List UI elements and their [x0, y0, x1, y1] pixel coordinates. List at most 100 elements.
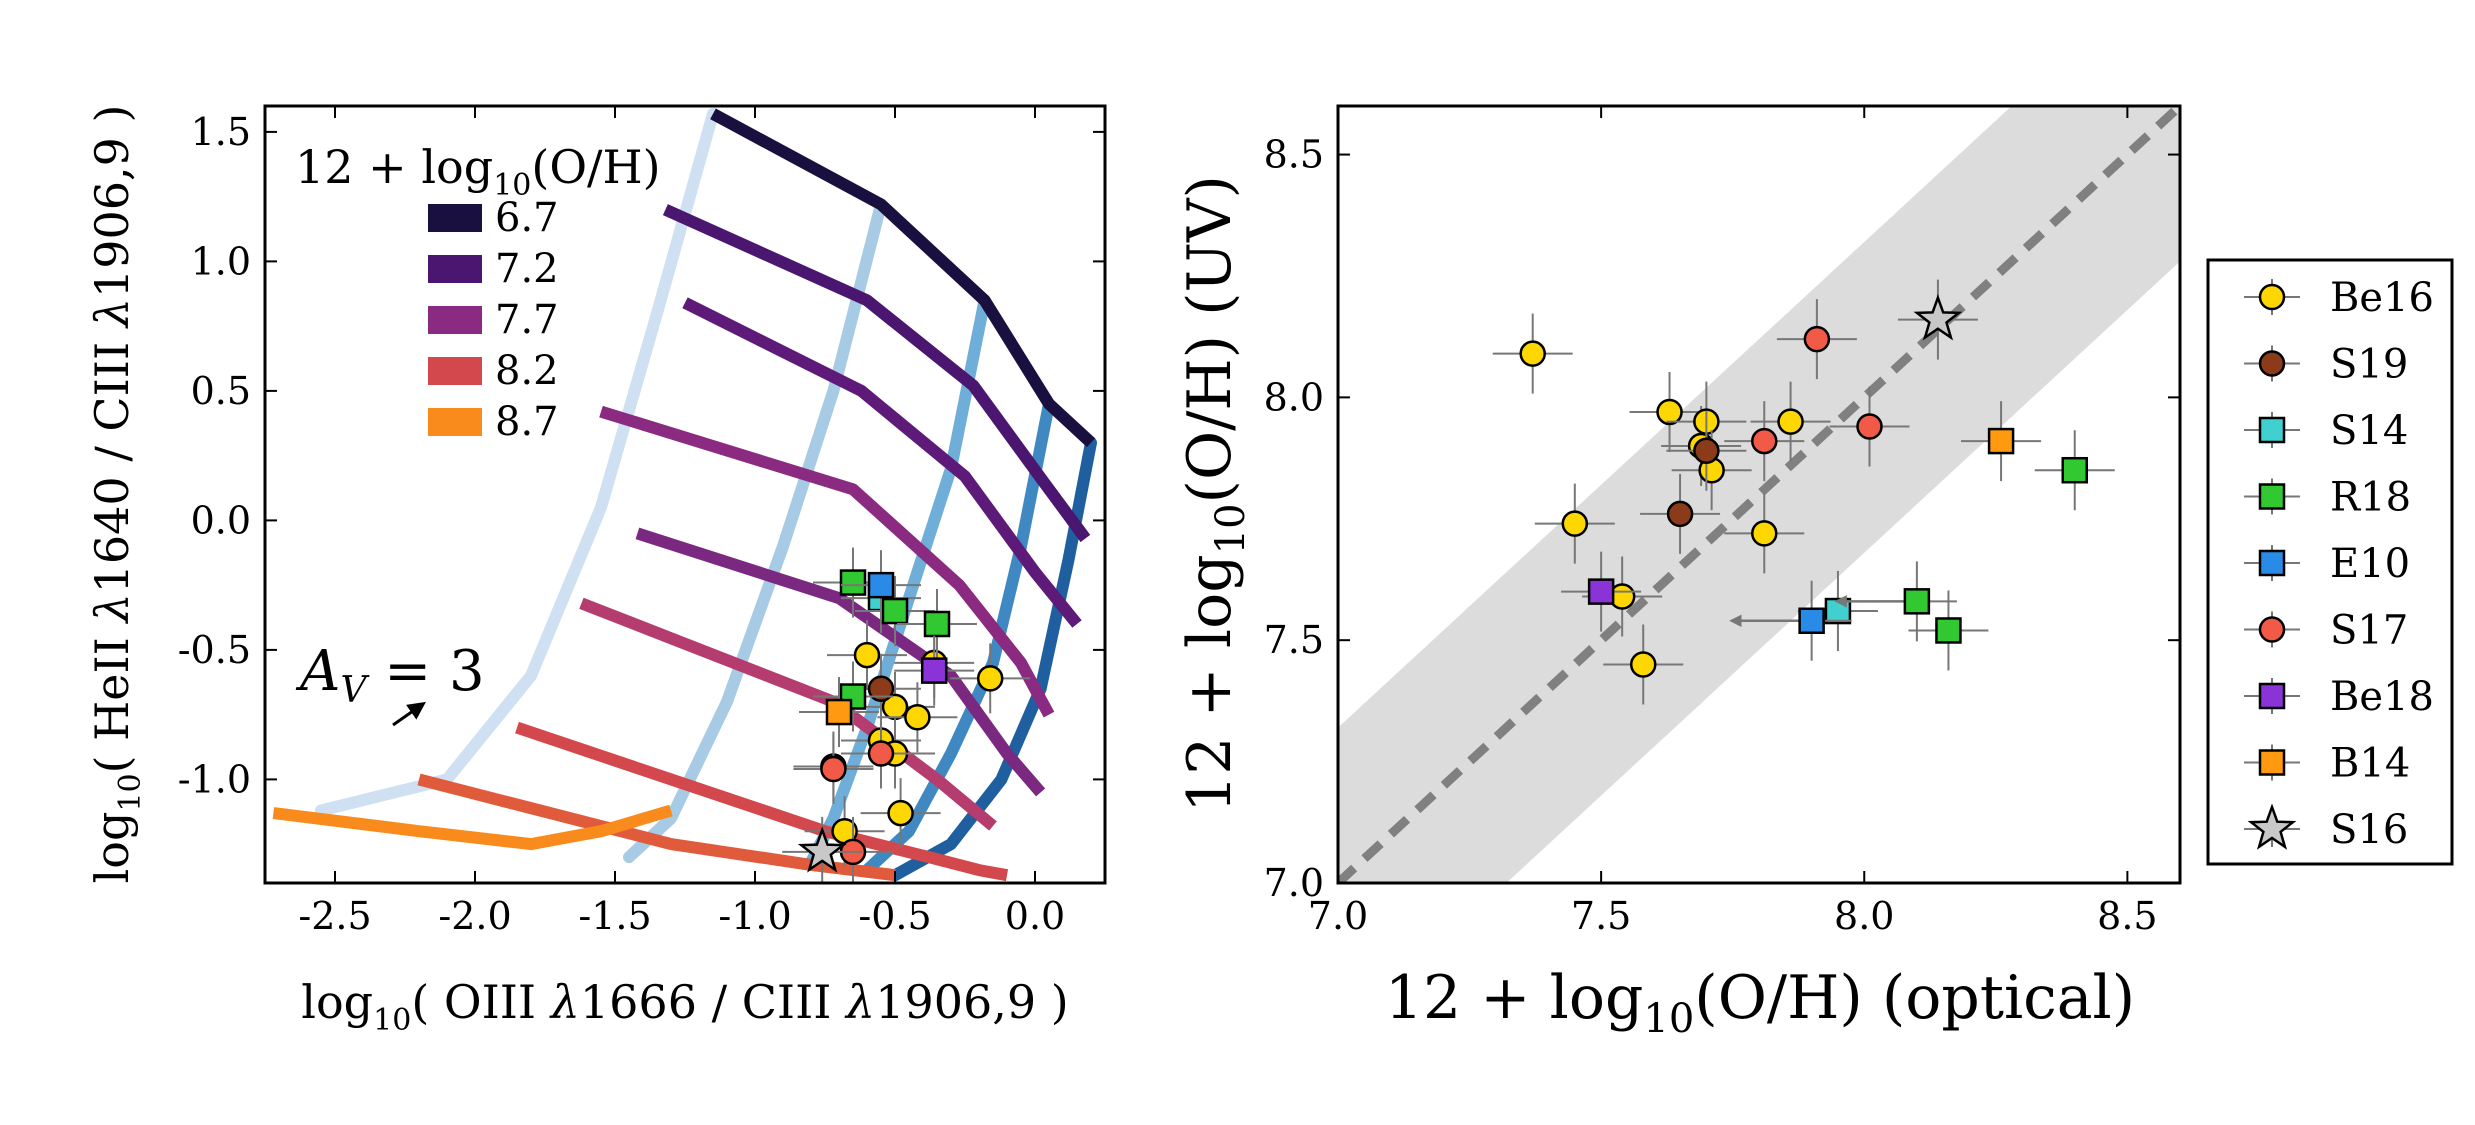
legend-label-6.7: 6.7	[495, 195, 559, 241]
point-be18	[1587, 578, 1615, 605]
legend-marker-b14	[2258, 749, 2286, 776]
metallicity-legend: 6.7 7.2 7.7 8.2 8.7	[428, 195, 559, 445]
point-b14	[825, 698, 853, 726]
point-r18	[839, 569, 867, 596]
point-s16	[797, 826, 847, 873]
left-axes-frame	[263, 104, 1107, 885]
right-plot-area	[1338, 106, 2180, 883]
point-e10	[1798, 607, 1825, 635]
point-be18	[920, 657, 948, 684]
one-to-one-band	[1338, 106, 2180, 883]
point-r18	[1903, 588, 1931, 615]
point-e10	[867, 571, 895, 599]
metallicity-track-8.7	[272, 804, 673, 851]
point-be16	[976, 665, 1004, 692]
point-be16	[1561, 510, 1589, 537]
legend-marker-s14	[2258, 416, 2286, 444]
right-ticks: 7.0 7.5 8.0 8.5 7.0 7.5 8.0 8.5	[1264, 106, 2180, 938]
ionization-track-4	[889, 436, 1097, 882]
y-tick-label: 0.5	[191, 369, 251, 413]
point-b14	[1987, 427, 2015, 455]
y-tick-label: 0.0	[191, 498, 251, 542]
intermediate-track-0	[682, 297, 1082, 628]
point-be16	[887, 799, 914, 827]
ionization-track-1	[623, 198, 887, 864]
observations-legend: Be16 S19 S14 R18 E10 S17 Be18 B14 S16	[2206, 258, 2454, 866]
legend-label-7.2: 7.2	[495, 246, 559, 292]
x-tick-label: 8.5	[2097, 894, 2157, 938]
point-be16	[1777, 408, 1804, 435]
left-x-axis-label: log10( OIII λ1666 / CIII λ1906,9 )	[301, 975, 1068, 1038]
x-tick-label: -2.5	[298, 894, 371, 938]
metallicity-track-7.2	[662, 204, 1091, 543]
right-x-axis-label: 12 + log10(O/H) (optical)	[1385, 963, 2135, 1042]
point-s17	[1803, 325, 1831, 353]
y-tick-label: 7.0	[1264, 861, 1324, 905]
y-tick-label: 1.0	[191, 239, 251, 283]
point-be16	[1656, 398, 1683, 426]
legend-label-be18: Be18	[2330, 674, 2434, 720]
legend-swatch-7.2	[428, 255, 482, 283]
right-y-axis-label: 12 + log10(O/H) (UV)	[1175, 175, 1254, 813]
point-s17	[867, 740, 895, 767]
legend-swatch-8.2	[428, 357, 482, 385]
x-tick-label: 0.0	[1005, 894, 1065, 938]
legend-label-s17: S17	[2330, 608, 2408, 654]
legend-label-b14: B14	[2330, 741, 2410, 787]
point-r18	[881, 597, 909, 625]
legend-label-s19: S19	[2330, 342, 2408, 388]
legend-marker-s17	[2258, 616, 2286, 643]
point-s19	[1666, 500, 1694, 528]
legend-label-s14: S14	[2330, 408, 2408, 454]
legend-label-be16: Be16	[2330, 275, 2434, 321]
legend-marker-e10	[2258, 549, 2286, 577]
point-be16	[853, 641, 881, 669]
x-tick-label: -0.5	[858, 894, 931, 938]
legend-swatch-8.7	[428, 408, 482, 436]
left-y-axis-label: log10( HeII λ1640 / CIII λ1906,9 )	[85, 105, 148, 884]
av-arrow-label: AV = 3	[295, 639, 485, 711]
legend-marker-be18	[2258, 682, 2286, 710]
ionization-track-2	[805, 294, 991, 869]
x-tick-label: -1.0	[718, 894, 791, 938]
metallicity-track-6.7	[710, 108, 1096, 448]
legend-label-8.7: 8.7	[495, 399, 559, 445]
legend-swatch-7.7	[428, 306, 482, 334]
y-tick-label: 7.5	[1264, 618, 1324, 662]
x-tick-label: -2.0	[438, 894, 511, 938]
left-panel: -2.5 -2.0 -1.5 -1.0 -0.5 0.0 -1.0 -0.5 0.0 0.5 1.0…	[85, 104, 1107, 1038]
legend-marker-s19	[2258, 350, 2286, 377]
metallicity-track-8.2	[515, 721, 1009, 882]
y-tick-label: 1.5	[191, 110, 251, 154]
point-r18	[2061, 456, 2088, 484]
y-tick-label: 8.5	[1264, 133, 1324, 177]
legend-marker-s16	[2247, 803, 2297, 850]
point-r18	[1935, 617, 1962, 644]
legend-marker-r18	[2258, 483, 2286, 510]
legend-label-s16: S16	[2330, 807, 2408, 853]
legend-swatch-6.7	[428, 204, 482, 232]
point-s17	[820, 755, 847, 783]
point-s17	[1856, 413, 1883, 440]
left-plot-area	[272, 107, 1097, 883]
point-be16	[1519, 340, 1546, 367]
av-arrow	[392, 701, 426, 727]
x-tick-label: -1.5	[578, 894, 651, 938]
intermediate-track-1	[635, 527, 1046, 797]
point-r18	[923, 610, 951, 638]
one-to-one-line	[1338, 106, 2180, 883]
y-tick-label: 8.0	[1264, 375, 1324, 419]
point-s19	[867, 675, 895, 702]
point-be16	[1751, 520, 1778, 547]
legend-title: 12 + log10(O/H)	[295, 140, 661, 203]
legend-marker-be16	[2258, 283, 2286, 311]
x-tick-label: 7.5	[1571, 894, 1631, 938]
x-tick-label: 8.0	[1834, 894, 1894, 938]
point-be16	[1629, 651, 1657, 678]
point-be16	[904, 703, 931, 731]
legend-label-e10: E10	[2330, 541, 2410, 587]
y-tick-label: -0.5	[178, 628, 251, 672]
point-s14	[1824, 597, 1852, 625]
y-tick-label: -1.0	[178, 757, 251, 801]
